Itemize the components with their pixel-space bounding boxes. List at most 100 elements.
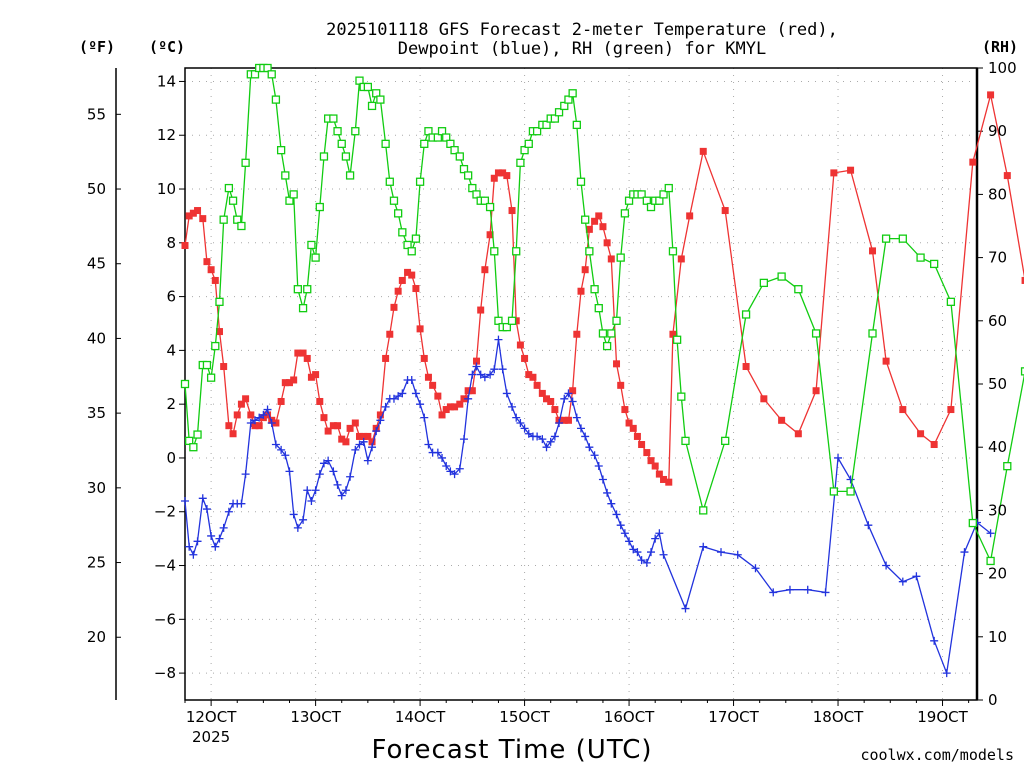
rh-point (616, 253, 625, 262)
temperature-point (529, 373, 537, 381)
temperature-point (947, 406, 955, 414)
rh-point (237, 221, 246, 231)
rh-unit-label: (RH) (982, 38, 1018, 56)
temperature-point (242, 395, 250, 403)
temperature-point (456, 400, 464, 408)
fahrenheit-tick-label: 40 (87, 329, 106, 347)
rh-point (398, 228, 407, 237)
rh-point (554, 108, 564, 117)
rh-point (276, 146, 286, 155)
temperature-point (987, 91, 995, 99)
temperature-point (290, 376, 298, 384)
dewpoint-point (659, 550, 668, 559)
temperature-point (251, 422, 259, 430)
dewpoint-point (267, 418, 276, 427)
rh-point (898, 234, 907, 243)
rh-point (512, 247, 521, 256)
rh-point (219, 215, 228, 224)
temperature-point (329, 422, 337, 430)
rh-point (464, 171, 473, 180)
rh-point (576, 177, 586, 186)
credit-link[interactable]: coolwx.com/models (860, 746, 1014, 764)
temperature-point (869, 247, 877, 255)
dewpoint-point (751, 564, 760, 573)
rh-point (532, 127, 542, 136)
temperature-point (368, 438, 376, 446)
rh-line (184, 67, 1024, 564)
temperature-point (665, 478, 673, 486)
rh-point (455, 152, 464, 161)
temperature-point (677, 255, 685, 263)
rh-point (472, 190, 481, 199)
dewpoint-point (455, 464, 464, 473)
dewpoint-point (281, 451, 290, 460)
temperature-point (830, 169, 838, 177)
temperature-point (181, 241, 189, 249)
dewpoint-point (803, 585, 812, 594)
dewpoint-point (438, 453, 447, 462)
rh-point (185, 436, 194, 446)
temperature-point (382, 354, 390, 362)
celsius-tick-label: 14 (157, 72, 176, 90)
dewpoint-point (502, 389, 511, 398)
temperature-point (220, 363, 228, 371)
temperature-point (651, 462, 659, 470)
rh-point (372, 89, 381, 98)
dewpoint-point (359, 437, 368, 446)
temperature-point (185, 212, 193, 220)
rh-point (494, 316, 503, 325)
dewpoint-point (612, 510, 621, 519)
dewpoint-point (508, 402, 517, 411)
rh-point (916, 253, 925, 262)
rh-point (524, 139, 533, 148)
temperature-point (277, 397, 285, 405)
dewpoint-point (564, 389, 573, 398)
dewpoint-point (251, 416, 260, 425)
rh-point (363, 82, 372, 92)
temperature-point (699, 147, 707, 155)
chart-title: 2025101118 GFS Forecast 2-meter Temperat… (326, 20, 838, 59)
dewpoint-point (351, 445, 360, 454)
temperature-point (617, 381, 625, 389)
rh-point (520, 146, 529, 155)
rh-point (585, 247, 594, 256)
temperature-point (499, 169, 507, 177)
temperature-point (812, 387, 820, 395)
temperature-point (338, 435, 346, 443)
celsius-tick-label: 2 (166, 395, 176, 413)
rh-point (607, 329, 616, 338)
temperature-point (307, 373, 315, 381)
dewpoint-point (193, 537, 202, 546)
dewpoint-point (785, 585, 794, 594)
dewpoint-line (184, 339, 992, 676)
dewpoint-point (198, 494, 207, 503)
dewpoint-point (464, 394, 473, 403)
temperature-point (351, 419, 359, 427)
rh-point (446, 139, 455, 148)
rh-tick-label: 80 (988, 185, 1007, 203)
temperature-point (346, 424, 354, 432)
temperature-point (794, 430, 802, 438)
rh-point (741, 310, 751, 319)
dewpoint-point (185, 542, 194, 551)
temperature-point (760, 395, 768, 403)
temperature-point (229, 430, 237, 438)
temperature-point (424, 373, 432, 381)
rh-point (502, 322, 511, 332)
rh-point (868, 329, 877, 338)
dewpoint-point (524, 429, 533, 438)
temperature-point (299, 349, 307, 357)
temperature-point (603, 239, 611, 247)
rh-point (930, 259, 939, 269)
rh-point (211, 341, 220, 351)
temperature-point (847, 166, 855, 174)
dewpoint-point (607, 499, 616, 508)
rh-point (281, 171, 290, 180)
rh-point (681, 436, 690, 446)
temperature-point (294, 349, 302, 357)
rh-point (829, 487, 839, 496)
dewpoint-point (211, 542, 220, 551)
dewpoint-point (717, 548, 726, 557)
temperature-point (560, 416, 568, 424)
